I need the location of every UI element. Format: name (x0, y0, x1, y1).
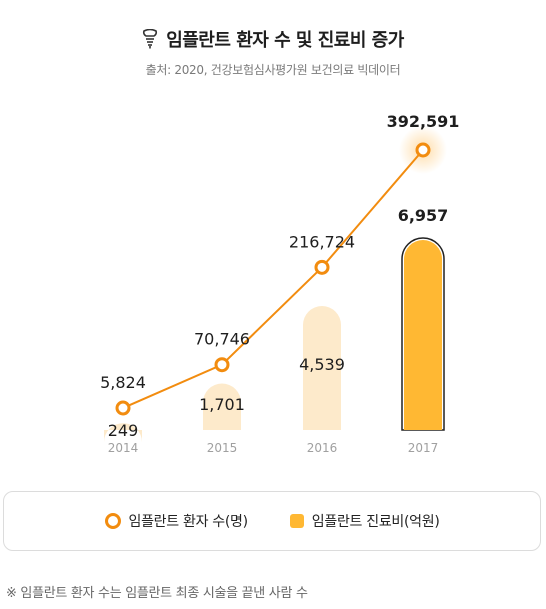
legend-label-patients: 임플란트 환자 수(명) (128, 514, 249, 530)
bar-2015 (203, 383, 241, 430)
dental-implant-icon (143, 29, 158, 49)
legend-bar-swatch-icon (289, 514, 304, 528)
x-tick-label-2017: 2017 (408, 441, 439, 455)
legend-label-cost: 임플란트 진료비(억원) (311, 514, 440, 530)
bar-value-label-2014: 249 (108, 421, 139, 440)
bar-value-label-2017: 6,957 (398, 206, 449, 225)
line-point-2016 (314, 259, 330, 275)
line-value-label-2015: 70,746 (194, 330, 250, 349)
line-value-label-2017: 392,591 (387, 112, 460, 131)
line-point-2014 (115, 400, 131, 416)
legend: 임플란트 환자 수(명) 임플란트 진료비(억원) (3, 491, 541, 551)
bar-labels-layer: 249 1,701 4,539 6,957 (108, 206, 449, 440)
x-tick-label-2016: 2016 (307, 441, 338, 455)
bar-value-label-2016: 4,539 (299, 355, 345, 374)
bars-layer (104, 237, 445, 443)
bar-2014 (104, 423, 142, 443)
chart-title-row: 임플란트 환자 수 및 진료비 증가 (0, 26, 546, 52)
line-point-2015 (214, 357, 230, 373)
bar-value-label-2015: 1,701 (199, 395, 245, 414)
x-tick-label-2014: 2014 (108, 441, 139, 455)
line-labels-layer: 5,824 70,746 216,724 392,591 (100, 112, 459, 392)
line-value-label-2014: 5,824 (100, 373, 146, 392)
chart-source: 출처: 2020, 건강보험심사평가원 보건의료 빅데이터 (145, 63, 401, 77)
legend-line-marker-icon (104, 513, 121, 529)
bar-outline-2017 (401, 237, 445, 431)
x-tick-label-2015: 2015 (207, 441, 238, 455)
legend-item-patients: 임플란트 환자 수(명) (104, 511, 249, 531)
line-point-2017 (415, 142, 431, 158)
line-value-label-2016: 216,724 (289, 232, 355, 251)
chart-canvas: 249 1,701 4,539 6,957 5,824 70,746 216,724 392… (100, 112, 459, 455)
legend-item-cost: 임플란트 진료비(억원) (289, 511, 440, 531)
chart-title: 임플란트 환자 수 및 진료비 증가 (166, 30, 404, 51)
x-axis: 2014 2015 2016 2017 (108, 441, 439, 455)
footnote: ※ 임플란트 환자 수는 임플란트 최종 시술을 끝낸 사람 수 (6, 586, 308, 601)
bar-2017 (404, 240, 442, 430)
line-layer (115, 126, 447, 416)
bar-2016 (303, 306, 341, 430)
patients-line (122, 149, 424, 409)
